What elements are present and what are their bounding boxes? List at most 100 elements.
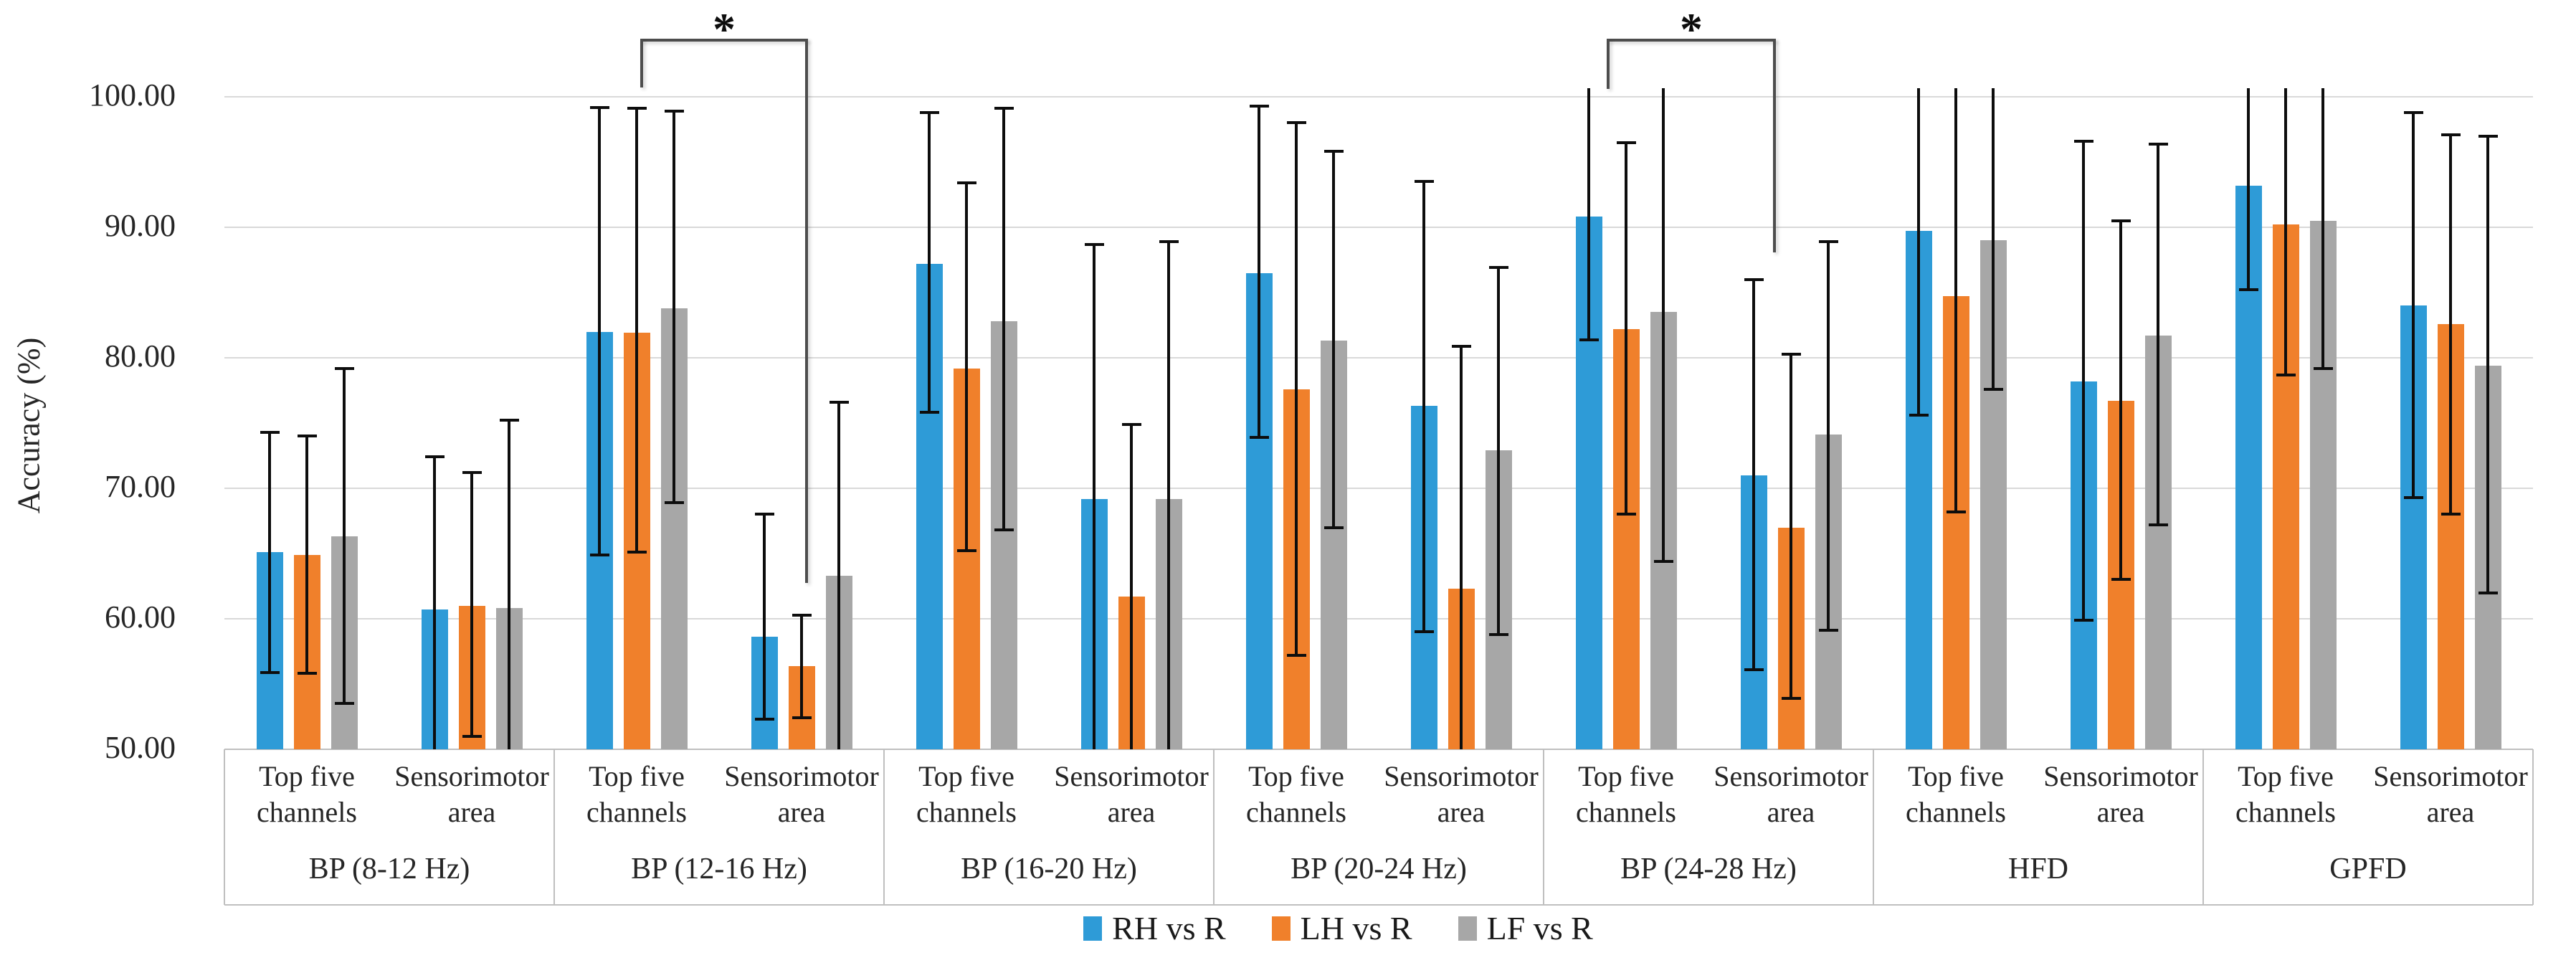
error-bar-line [1460, 346, 1463, 749]
error-bar-line [635, 108, 638, 553]
category-box-bottom [224, 904, 2533, 906]
error-bar-cap-bottom [1781, 697, 1801, 701]
error-bar-cap-top [1121, 422, 1141, 426]
error-bar-cap-top [2440, 133, 2461, 136]
error-bar-cap-bottom [1946, 510, 1966, 513]
error-bar-line [1130, 424, 1133, 749]
group-divider [1873, 749, 1874, 905]
error-bar-line [800, 614, 803, 718]
error-bar-cap-bottom [2440, 513, 2461, 516]
error-bar-cap-bottom [2478, 591, 2498, 594]
error-bar-line [433, 457, 436, 749]
error-bar-cap-top [1744, 277, 1764, 281]
bracket-right-leg [805, 39, 808, 583]
error-bar-cap-top [829, 400, 849, 404]
error-bar-line [1790, 353, 1792, 698]
group-label: BP (20-24 Hz) [1291, 853, 1467, 886]
error-bar-cap-bottom [1323, 526, 1344, 529]
error-bar-line [470, 473, 473, 736]
error-bar-cap-top [1159, 240, 1179, 244]
subgroup-label: Sensorimotor area [1054, 760, 1209, 828]
error-bar-cap-bottom [2313, 366, 2333, 370]
error-bar-cap-bottom [1286, 653, 1306, 657]
error-bar-cap-top [1451, 344, 1471, 348]
error-bar-cap-top [1781, 352, 1801, 356]
error-bar-cap-top [260, 430, 280, 434]
error-bar-cap-top [1818, 240, 1838, 244]
legend-label: RH vs R [1112, 910, 1226, 946]
y-tick-label: 60.00 [105, 599, 176, 635]
error-bar-cap-top [1084, 242, 1104, 246]
bracket-right-leg [1773, 39, 1776, 252]
group-divider [1213, 749, 1215, 905]
gridline-90 [224, 227, 2533, 228]
error-bar-cap-top [297, 435, 317, 438]
legend-label: LH vs R [1300, 910, 1412, 946]
error-bar-line [672, 111, 675, 503]
error-bar-cap-bottom [1983, 387, 2003, 391]
error-bar-line [2284, 88, 2287, 375]
legend-item: RH vs R [1083, 910, 1226, 946]
error-bar-cap-bottom [664, 501, 684, 505]
error-bar-line [1662, 88, 1665, 561]
error-bar-line [1422, 181, 1425, 632]
error-bar-cap-top [2478, 134, 2498, 138]
error-bar-cap-bottom [260, 670, 280, 674]
error-bar-line [928, 112, 931, 413]
error-bar-cap-bottom [754, 718, 774, 721]
gridline-70 [224, 488, 2533, 489]
error-bar-line [1093, 244, 1095, 749]
group-label: BP (8-12 Hz) [308, 853, 470, 886]
error-bar-line [1752, 279, 1755, 670]
error-bar-cap-bottom [1744, 668, 1764, 671]
gridline-80 [224, 357, 2533, 359]
error-bar-cap-bottom [1249, 436, 1269, 440]
error-bar-line [2247, 88, 2250, 290]
error-bar-cap-top [994, 107, 1014, 110]
group-divider [2202, 749, 2204, 905]
legend-swatch [1458, 916, 1477, 941]
subgroup-label: Top five channels [1246, 760, 1346, 828]
bracket-top [640, 39, 808, 42]
subgroup-label: Sensorimotor area [1714, 760, 1868, 828]
error-bar-cap-top [1488, 266, 1508, 270]
error-bar-cap-top [1414, 180, 1434, 184]
error-bar-cap-bottom [2276, 373, 2296, 376]
group-divider [553, 749, 555, 905]
error-bar-line [343, 368, 346, 704]
error-bar-cap-bottom [1818, 629, 1838, 632]
legend: RH vs R LH vs R LF vs R [50, 912, 2576, 945]
error-bar-cap-bottom [2111, 578, 2131, 582]
bracket-left-leg [1607, 39, 1610, 89]
group-label: BP (16-20 Hz) [961, 853, 1137, 886]
error-bar-line [1167, 242, 1170, 749]
legend-swatch [1271, 916, 1291, 941]
error-bar-cap-bottom [334, 702, 354, 706]
error-bar-cap-bottom [994, 528, 1014, 532]
error-bar-cap-bottom [919, 411, 939, 414]
legend-label: LF vs R [1486, 910, 1593, 946]
error-bar-cap-bottom [2238, 288, 2258, 292]
y-tick-label: 80.00 [105, 338, 176, 374]
subgroup-label: Sensorimotor area [2043, 760, 2198, 828]
error-bar-cap-bottom [589, 553, 609, 556]
error-bar-cap-bottom [462, 734, 482, 738]
group-label: GPFD [2329, 853, 2407, 886]
error-bar-cap-bottom [1414, 630, 1434, 634]
error-bar-cap-top [919, 110, 939, 114]
subgroup-label: Sensorimotor area [2373, 760, 2528, 828]
y-tick-label: 50.00 [105, 730, 176, 765]
error-bar-cap-top [462, 471, 482, 475]
error-bar-line [1917, 88, 1920, 416]
error-bar-cap-bottom [1909, 414, 1929, 417]
group-label: BP (24-28 Hz) [1620, 853, 1797, 886]
error-bar-cap-bottom [1616, 513, 1636, 516]
gridline-50 [224, 749, 2533, 750]
error-bar-cap-top [1323, 150, 1344, 153]
bracket-top [1607, 39, 1776, 42]
legend-item: LH vs R [1271, 910, 1412, 946]
error-bar-line [763, 514, 766, 720]
subgroup-label: Top five channels [586, 760, 687, 828]
group-divider [1543, 749, 1544, 905]
y-tick-label: 90.00 [105, 208, 176, 243]
